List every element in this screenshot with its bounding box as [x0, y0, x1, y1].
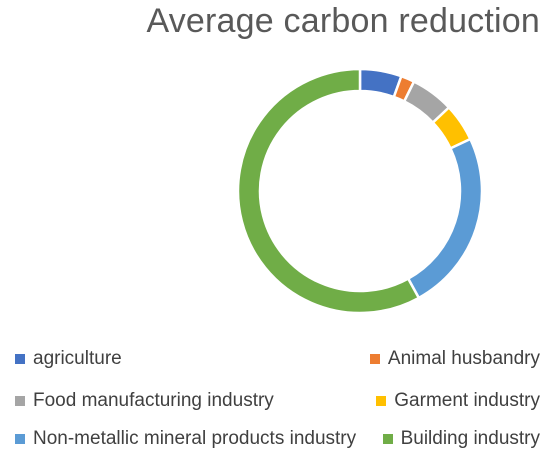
chart-title: Average carbon reduction: [146, 2, 540, 40]
legend-item-animal-husbandry: Animal husbandry: [369, 348, 540, 370]
legend-swatch-agriculture: [15, 354, 25, 364]
legend-label-garment: Garment industry: [394, 390, 540, 411]
legend-label-animal-husbandry: Animal husbandry: [387, 348, 540, 369]
legend-swatch-animal-husbandry: [369, 354, 380, 364]
legend-swatch-non-metallic: [15, 434, 25, 444]
legend-swatch-garment: [376, 396, 387, 406]
legend-item-food-manufacturing: Food manufacturing industry: [15, 390, 274, 412]
legend-item-agriculture: agriculture: [15, 348, 122, 370]
legend-item-building: Building industry: [382, 428, 540, 450]
legend-label-agriculture: agriculture: [33, 348, 122, 369]
legend-item-garment: Garment industry: [376, 390, 540, 412]
donut-slice-building: [236, 67, 421, 315]
donut-slice-non-metallic: [406, 137, 484, 300]
legend-label-food-manufacturing: Food manufacturing industry: [33, 390, 274, 411]
legend-label-non-metallic: Non-metallic mineral products industry: [33, 428, 357, 449]
legend-label-building: Building industry: [400, 428, 540, 449]
legend-item-non-metallic: Non-metallic mineral products industry: [15, 428, 356, 450]
legend-swatch-food-manufacturing: [15, 396, 25, 406]
legend-swatch-building: [382, 434, 393, 444]
